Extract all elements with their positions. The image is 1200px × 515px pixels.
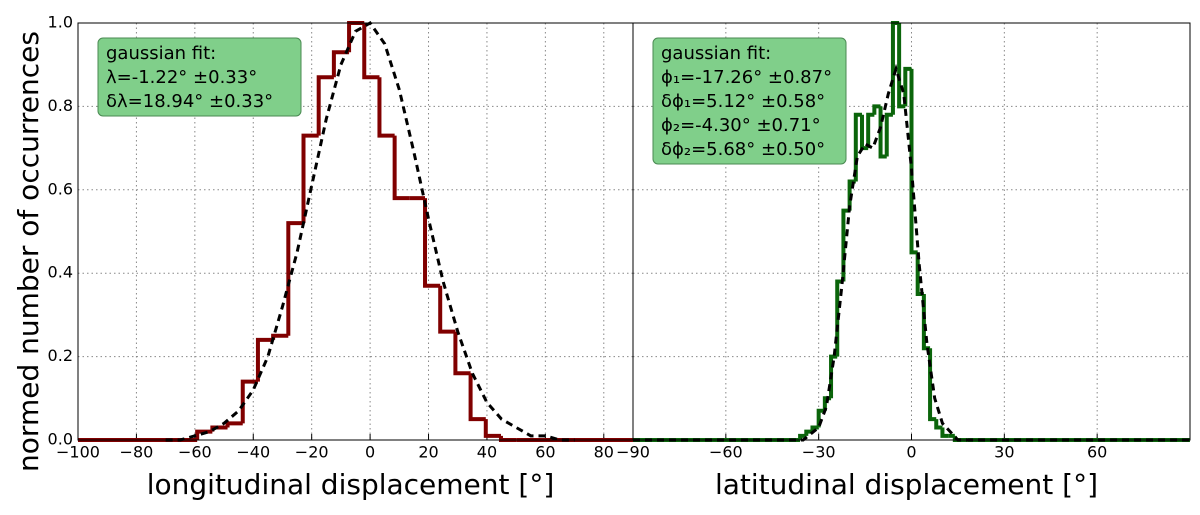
x-tick-label: 80 [594, 443, 614, 462]
y-tick-label: 0.0 [48, 430, 73, 449]
x-tick-label: −90 [616, 443, 650, 462]
histogram-step [453, 331, 471, 376]
histogram-step [903, 66, 912, 107]
x-tick-label: 60 [1087, 443, 1107, 462]
histogram-step [884, 112, 893, 157]
histogram-step [286, 221, 304, 336]
histogram-step [878, 106, 887, 159]
histogram-step [483, 419, 501, 438]
annotation-text: δϕ₁=5.12° ±0.58° [661, 91, 825, 112]
annotation-text: gaussian fit: [661, 43, 771, 64]
histogram-step [301, 133, 319, 224]
y-tick-label: 0.6 [48, 179, 73, 198]
fit-curve [633, 63, 1190, 442]
histogram-step [872, 104, 881, 115]
histogram-step [829, 354, 838, 399]
x-tick-label: −60 [709, 443, 743, 462]
histogram-step [225, 421, 243, 428]
histogram-step [438, 285, 456, 334]
histogram-step [498, 435, 517, 442]
histogram-step [897, 23, 906, 109]
x-tick-label: −80 [120, 443, 154, 462]
x-tick-label: 30 [994, 443, 1014, 462]
histogram-step [468, 373, 486, 422]
x-tick-label: −20 [295, 443, 329, 462]
x-tick-label: 0 [906, 443, 916, 462]
y-tick-label: 0.8 [48, 96, 73, 115]
histogram-step [423, 198, 441, 288]
y-tick-label: 0.2 [48, 346, 73, 365]
x-tick-label: 20 [418, 443, 438, 462]
x-axis-label: longitudinal displacement [°] [147, 468, 555, 501]
annotation-text: δϕ₂=5.68° ±0.50° [661, 139, 825, 160]
x-tick-label: −40 [236, 443, 270, 462]
histogram-step [316, 75, 334, 136]
x-tick-label: 0 [365, 443, 375, 462]
histogram-step [240, 379, 258, 424]
annotation-box [97, 37, 302, 117]
histogram-step [255, 337, 274, 382]
x-axis-label: latitudinal displacement [°] [715, 468, 1098, 501]
histogram-step [816, 408, 825, 428]
histogram-step [866, 112, 875, 149]
y-tick-label: 1.0 [48, 13, 73, 32]
histogram-step [804, 429, 813, 436]
plot-frame [632, 22, 1191, 441]
annotation-text: gaussian fit: [106, 43, 216, 64]
y-axis-label: normed number of occurrences [12, 31, 45, 472]
annotation-text: ϕ₁=-17.26° ±0.87° [661, 67, 832, 88]
histogram-step [377, 77, 395, 138]
x-tick-label: −60 [178, 443, 212, 462]
histogram-step [362, 23, 380, 80]
histogram-step [798, 433, 807, 440]
histogram-step [331, 50, 350, 78]
histogram-step [392, 135, 410, 201]
x-tick-label: 40 [477, 443, 497, 462]
annotation-text: λ=-1.22° ±0.33° [106, 67, 257, 88]
annotation-box [652, 37, 847, 165]
histogram-step [940, 427, 949, 438]
annotation-text: ϕ₂=-4.30° ±0.71° [661, 115, 821, 136]
annotation-text: δλ=18.94° ±0.33° [106, 91, 273, 112]
x-tick-label: 60 [535, 443, 555, 462]
x-tick-label: −100 [56, 443, 100, 462]
histogram-step [847, 179, 856, 211]
histogram-step [810, 425, 819, 432]
y-tick-label: 0.4 [48, 263, 73, 282]
histogram-step [934, 419, 943, 430]
x-tick-label: −30 [802, 443, 836, 462]
histogram-step [909, 68, 918, 255]
histogram-step [271, 333, 289, 340]
